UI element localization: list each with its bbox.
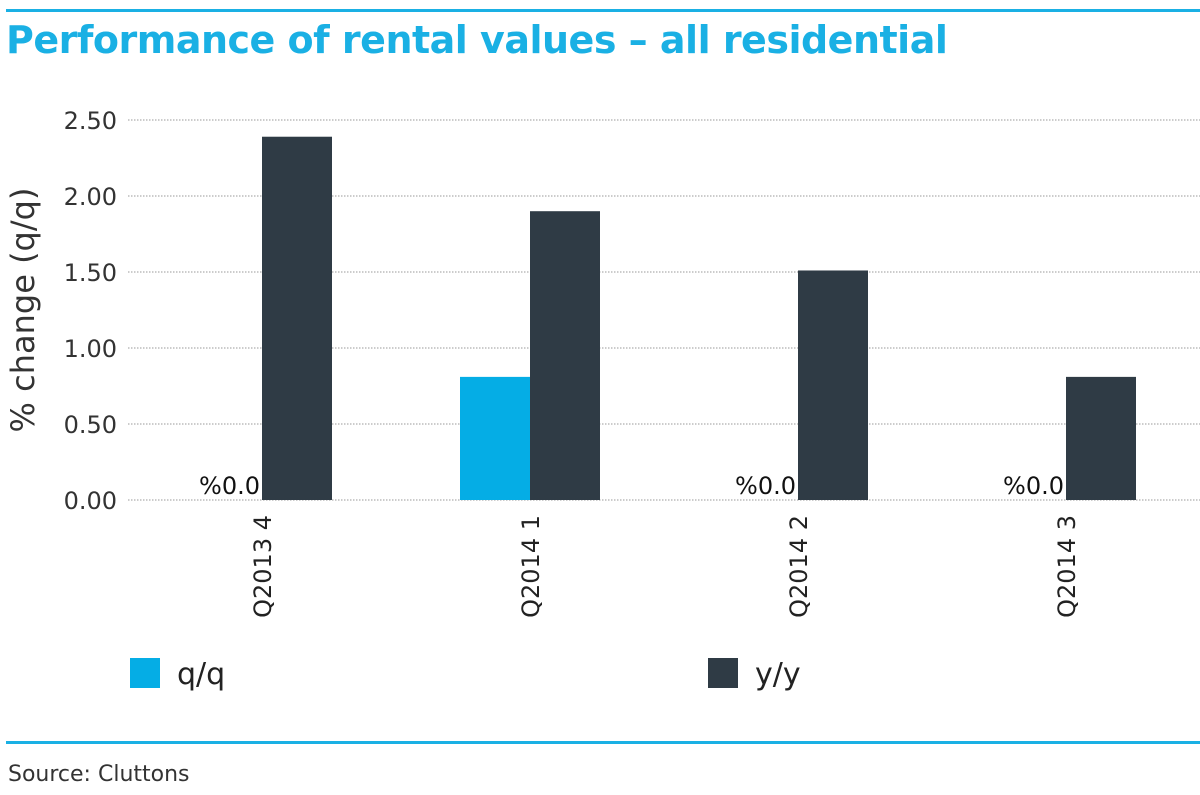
- x-tick-label: Q2013 4: [249, 515, 277, 618]
- y-tick-label: 1.00: [64, 335, 117, 363]
- y-tick-label: 1.50: [64, 259, 117, 287]
- data-labels: %0.0 %0.0 %0.0: [199, 472, 1064, 500]
- x-axis-ticks: Q2013 4 Q2014 1 Q2014 2 Q2014 3: [249, 515, 1081, 618]
- x-tick-label: Q2014 1: [517, 515, 545, 618]
- bar-qq-1: [460, 376, 530, 500]
- data-label-qq: %0.0: [199, 472, 260, 500]
- bar-yy-2: [798, 270, 868, 500]
- legend-swatch-yy: [708, 658, 738, 688]
- y-tick-label: 2.00: [64, 183, 117, 211]
- legend-label-yy: y/y: [755, 657, 801, 692]
- data-label-qq: %0.0: [735, 472, 796, 500]
- data-label-qq: %0.0: [1003, 472, 1064, 500]
- bars: [262, 136, 1136, 500]
- bar-yy-3: [1066, 376, 1136, 500]
- legend-swatch-qq: [130, 658, 160, 688]
- y-axis-ticks: 0.00 0.50 1.00 1.50 2.00 2.50: [64, 107, 117, 515]
- y-axis-label: % change (q/q): [4, 188, 42, 433]
- chart-title: Performance of rental values – all resid…: [6, 18, 948, 62]
- x-tick-label: Q2014 2: [785, 515, 813, 618]
- top-rule: [6, 9, 1200, 12]
- y-tick-label: 0.50: [64, 411, 117, 439]
- bar-chart: 0.00 0.50 1.00 1.50 2.00 2.50 %0.0 %0.0 %0.0 Q2…: [4, 107, 1200, 692]
- legend: q/q y/y: [130, 657, 801, 692]
- bar-yy-0: [262, 136, 332, 500]
- source-note: Source: Cluttons: [8, 762, 190, 787]
- legend-label-qq: q/q: [177, 657, 225, 692]
- y-tick-label: 2.50: [64, 107, 117, 135]
- bottom-rule: [6, 741, 1200, 744]
- bar-yy-1: [530, 211, 600, 500]
- y-tick-label: 0.00: [64, 487, 117, 515]
- x-tick-label: Q2014 3: [1053, 515, 1081, 618]
